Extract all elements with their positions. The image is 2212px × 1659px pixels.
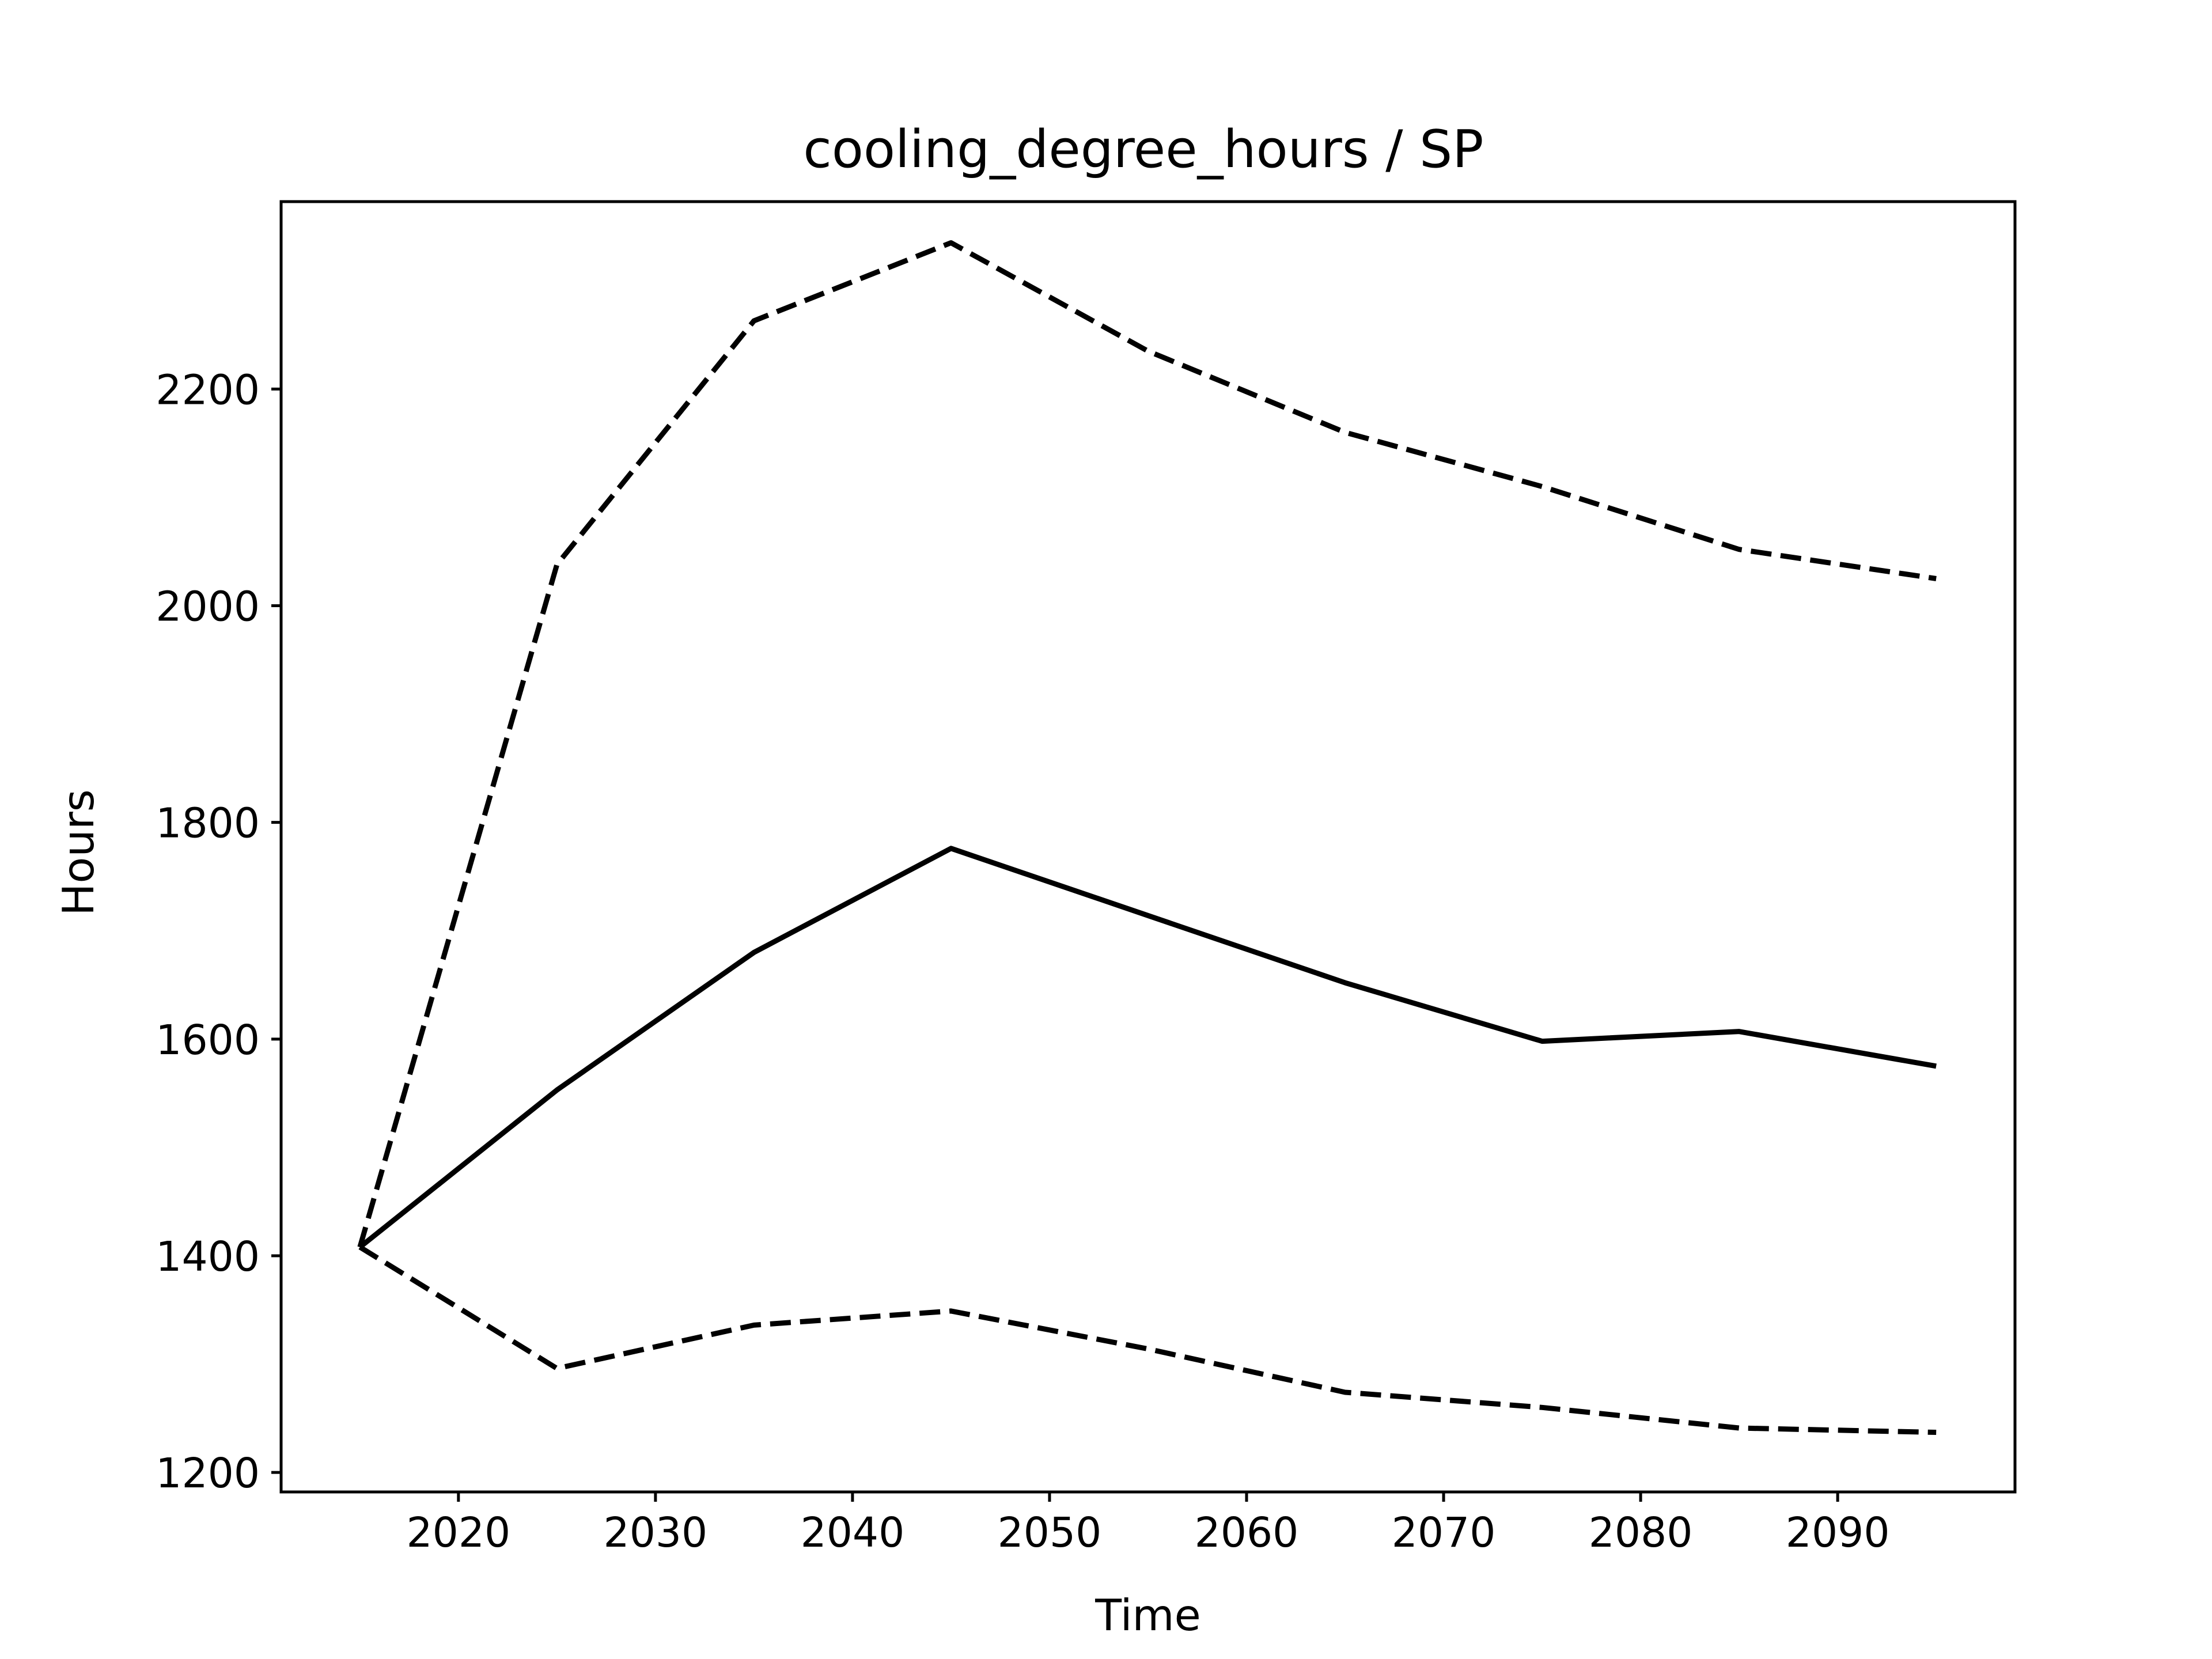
x-tick-label: 2090: [1786, 1509, 1890, 1556]
y-tick-label: 2200: [156, 366, 260, 414]
dashed-series-line-1: [357, 240, 1937, 1248]
x-tick-label: 2070: [1392, 1509, 1496, 1556]
chart-title: cooling_degree_hours / SP: [803, 119, 1483, 180]
x-tick-label: 2060: [1195, 1509, 1299, 1556]
x-tick-label: 2030: [604, 1509, 708, 1556]
y-tick-label: 1600: [156, 1016, 260, 1064]
x-tick-label: 2080: [1589, 1509, 1693, 1556]
dashed-series-line-2: [358, 1245, 1937, 1435]
y-tick-label: 2000: [156, 583, 260, 631]
y-tick-label: 1200: [156, 1449, 260, 1497]
ticks-layer: 2020 2030 2040 2050 2060 2070 2080 2090 1200 1400…: [156, 366, 1889, 1556]
x-tick-label: 2050: [998, 1509, 1102, 1556]
x-tick-label: 2040: [801, 1509, 905, 1556]
y-tick-label: 1400: [156, 1233, 260, 1281]
series-layer: [357, 240, 1937, 1435]
solid-series-line-0: [358, 846, 1937, 1249]
plot-frame: [279, 200, 2017, 1494]
x-axis-label: Time: [1094, 1590, 1201, 1641]
y-axis-label: Hours: [53, 789, 104, 916]
y-tick-label: 1800: [156, 800, 260, 847]
x-tick-label: 2020: [406, 1509, 510, 1556]
